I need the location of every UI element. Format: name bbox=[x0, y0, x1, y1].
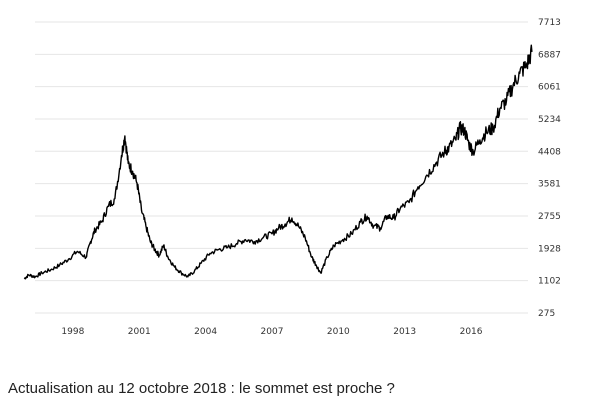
y-tick-label: 2755 bbox=[538, 212, 561, 222]
caption-text: Actualisation au 12 octobre 2018 : le so… bbox=[8, 380, 395, 397]
y-tick-label: 6887 bbox=[538, 50, 561, 60]
y-tick-label: 275 bbox=[538, 309, 555, 319]
line-chart: 771368876061523444083581275519281102275 … bbox=[23, 18, 561, 337]
x-tick-label: 1998 bbox=[61, 327, 84, 337]
x-tick-label: 2016 bbox=[460, 327, 483, 337]
y-tick-label: 1102 bbox=[538, 277, 561, 287]
x-axis: 1998 2001 2004 2007 2010 2013 2016 bbox=[61, 327, 482, 337]
y-axis: 7713 6887 6061 5234 4408 3581 2755 1928 1102 275 bbox=[538, 18, 561, 319]
x-tick-label: 2004 bbox=[194, 327, 217, 337]
y-tick-label: 7713 bbox=[538, 18, 561, 28]
y-tick-label: 4408 bbox=[538, 147, 561, 157]
gridlines bbox=[35, 21, 528, 314]
x-tick-label: 2001 bbox=[128, 327, 151, 337]
x-tick-label: 2007 bbox=[261, 327, 284, 337]
y-tick-label: 6061 bbox=[538, 83, 561, 93]
y-tick-label: 1928 bbox=[538, 244, 561, 254]
price-series-line bbox=[23, 44, 533, 280]
y-tick-label: 3581 bbox=[538, 180, 561, 190]
x-tick-label: 2010 bbox=[327, 327, 350, 337]
y-tick-label: 5234 bbox=[538, 115, 561, 125]
x-tick-label: 2013 bbox=[393, 327, 416, 337]
